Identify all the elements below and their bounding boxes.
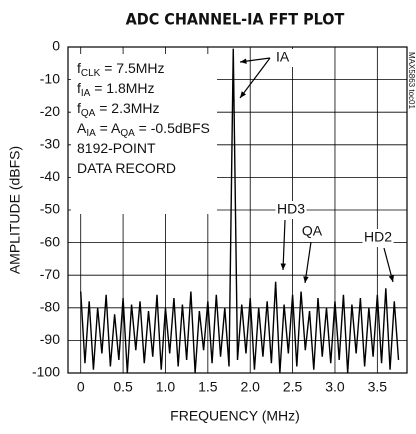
- condition-text: fCLK = 7.5MHz: [77, 60, 165, 79]
- callout-arrow: [240, 91, 247, 98]
- y-tick-label: -100: [32, 364, 60, 380]
- y-tick-label: -40: [40, 168, 60, 184]
- y-tick-label: -10: [40, 70, 60, 86]
- text-part: = A: [96, 120, 121, 136]
- callout-line: [304, 241, 312, 284]
- callout-label: HD2: [364, 229, 392, 245]
- callout-bg: [301, 223, 323, 241]
- text-part: f: [77, 80, 81, 96]
- text-part: f: [77, 100, 81, 116]
- text-part: A: [77, 120, 87, 136]
- subscript: IA: [81, 88, 91, 99]
- subscript: QA: [120, 128, 135, 139]
- y-tick-label: -50: [40, 201, 60, 217]
- x-tick-label: 3.5: [368, 379, 388, 395]
- callout-label: HD3: [277, 201, 305, 217]
- text-part: DATA RECORD: [77, 160, 176, 176]
- x-tick-label: 0: [77, 379, 85, 395]
- y-tick-label: 0: [52, 38, 60, 54]
- text-part: = -0.5dBFS: [135, 120, 210, 136]
- x-tick-label: 2.5: [283, 379, 303, 395]
- y-tick-label: -70: [40, 266, 60, 282]
- chart-title: ADC CHANNEL-IA FFT PLOT: [126, 10, 345, 29]
- condition-text: AIA = AQA = -0.5dBFS: [77, 120, 210, 139]
- callout-line: [239, 57, 271, 99]
- condition-text: DATA RECORD: [77, 160, 176, 176]
- text-part: = 7.5MHz: [100, 60, 164, 76]
- callout-label: QA: [302, 223, 323, 239]
- text-part: f: [77, 60, 81, 76]
- condition-text: fQA = 2.3MHz: [77, 100, 160, 119]
- y-tick-label: -30: [40, 136, 60, 152]
- x-tick-label: 2.0: [240, 379, 260, 395]
- x-tick-label: 3.0: [325, 379, 345, 395]
- condition-text: fIA = 1.8MHz: [77, 80, 155, 99]
- condition-text: 8192-POINT: [77, 140, 156, 156]
- x-tick-label: 1.0: [156, 379, 176, 395]
- y-tick-label: -80: [40, 299, 60, 315]
- x-tick-label: 0.5: [113, 379, 133, 395]
- text-part: 8192-POINT: [77, 140, 156, 156]
- subscript: CLK: [81, 68, 101, 79]
- callout-arrow: [280, 263, 286, 270]
- y-tick-label: -60: [40, 233, 60, 249]
- callout-bg: [274, 49, 296, 67]
- text-part: = 1.8MHz: [90, 80, 154, 96]
- subscript: QA: [81, 108, 96, 119]
- callout-arrow: [303, 276, 309, 283]
- callout-label: IA: [276, 49, 290, 65]
- x-axis-label: FREQUENCY (MHz): [170, 408, 300, 424]
- conditions-box: [71, 54, 217, 214]
- callout-bg: [362, 229, 394, 247]
- y-axis-label: AMPLITUDE (dBFS): [7, 146, 23, 274]
- y-tick-label: -20: [40, 103, 60, 119]
- side-note: MAX5863 toc01: [407, 52, 416, 109]
- subscript: IA: [86, 128, 96, 139]
- fft-line: [80, 48, 400, 374]
- y-tick-label: -90: [40, 331, 60, 347]
- callout-line: [282, 219, 286, 271]
- text-part: = 2.3MHz: [95, 100, 159, 116]
- callout-bg: [275, 201, 307, 219]
- callout-arrow: [240, 58, 247, 64]
- plot-frame: [67, 46, 408, 374]
- callout-arrow: [388, 275, 394, 282]
- x-tick-label: 1.5: [198, 379, 218, 395]
